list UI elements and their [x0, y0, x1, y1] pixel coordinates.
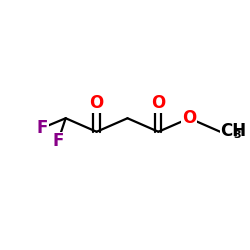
Text: F: F — [52, 132, 64, 150]
Text: O: O — [90, 94, 104, 112]
Text: 3: 3 — [234, 130, 241, 140]
Text: CH: CH — [220, 122, 246, 140]
Text: O: O — [151, 94, 166, 112]
Text: F: F — [37, 119, 48, 137]
Text: O: O — [182, 109, 196, 127]
